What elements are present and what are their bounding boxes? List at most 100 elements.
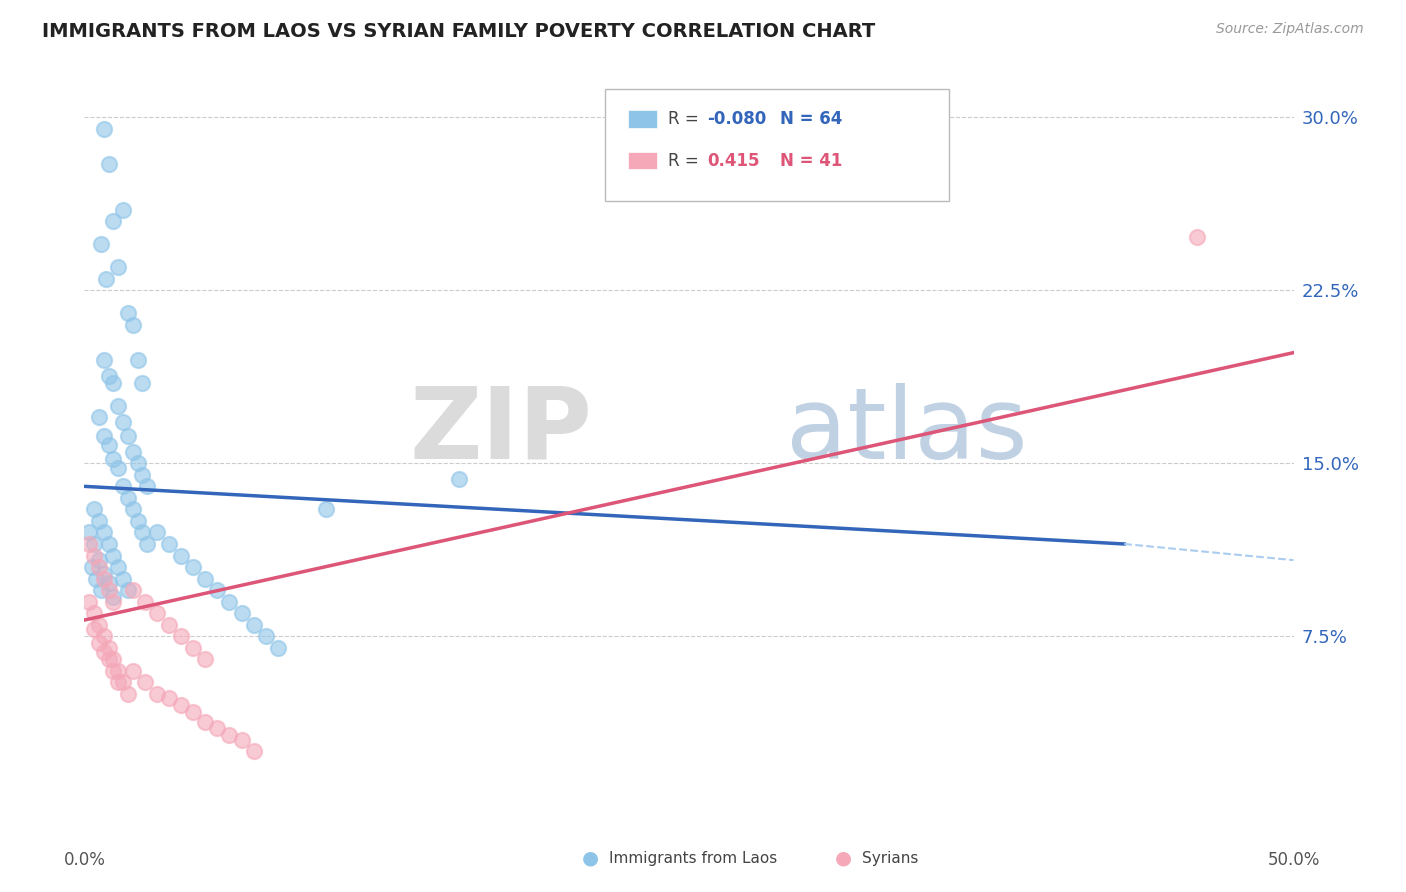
Point bbox=[94, 272, 117, 286]
Point bbox=[194, 652, 217, 666]
Point bbox=[218, 594, 240, 608]
Point bbox=[87, 560, 110, 574]
Point bbox=[121, 444, 143, 458]
Point bbox=[103, 664, 125, 678]
Point bbox=[97, 576, 120, 591]
Point bbox=[170, 698, 193, 713]
Point bbox=[77, 525, 100, 540]
Point bbox=[170, 549, 193, 563]
Point bbox=[121, 318, 143, 332]
Point bbox=[103, 451, 125, 466]
Point bbox=[107, 461, 129, 475]
Point bbox=[87, 636, 110, 650]
Point bbox=[93, 645, 115, 659]
Point bbox=[90, 237, 112, 252]
Point bbox=[131, 525, 153, 540]
Text: Immigrants from Laos: Immigrants from Laos bbox=[609, 851, 778, 865]
Point bbox=[127, 352, 149, 367]
Point bbox=[146, 606, 169, 620]
Point bbox=[194, 572, 217, 586]
Point bbox=[107, 260, 129, 275]
Text: Syrians: Syrians bbox=[862, 851, 918, 865]
Point bbox=[121, 502, 143, 516]
Point bbox=[121, 664, 143, 678]
Point bbox=[254, 629, 277, 643]
Point bbox=[97, 640, 120, 655]
Point bbox=[103, 594, 125, 608]
Point bbox=[134, 594, 156, 608]
Point bbox=[93, 572, 115, 586]
Point bbox=[157, 617, 180, 632]
Point bbox=[107, 675, 129, 690]
Point bbox=[83, 622, 105, 636]
Point bbox=[146, 687, 169, 701]
Point bbox=[103, 376, 125, 390]
Point bbox=[87, 553, 110, 567]
Point bbox=[107, 664, 129, 678]
Point bbox=[86, 572, 108, 586]
Point bbox=[131, 467, 153, 482]
Point bbox=[93, 629, 115, 643]
Point bbox=[136, 479, 159, 493]
Point bbox=[134, 675, 156, 690]
Point bbox=[103, 549, 125, 563]
Point bbox=[112, 479, 135, 493]
Text: Source: ZipAtlas.com: Source: ZipAtlas.com bbox=[1216, 22, 1364, 37]
Point bbox=[121, 583, 143, 598]
Point bbox=[107, 560, 129, 574]
Point bbox=[83, 537, 105, 551]
Point bbox=[80, 560, 103, 574]
Text: N = 64: N = 64 bbox=[780, 110, 842, 128]
Point bbox=[181, 560, 204, 574]
Point bbox=[112, 415, 135, 429]
Point bbox=[181, 640, 204, 655]
Point bbox=[218, 728, 240, 742]
Point bbox=[131, 376, 153, 390]
Text: ●: ● bbox=[835, 848, 852, 868]
Point bbox=[97, 583, 120, 598]
Point bbox=[93, 428, 115, 442]
Point bbox=[97, 537, 120, 551]
Point bbox=[93, 122, 115, 136]
Text: -0.080: -0.080 bbox=[707, 110, 766, 128]
Point bbox=[117, 583, 139, 598]
Point bbox=[449, 472, 471, 486]
Point bbox=[83, 502, 105, 516]
Point bbox=[194, 714, 217, 729]
Point bbox=[93, 352, 115, 367]
Point bbox=[90, 583, 112, 598]
Point bbox=[117, 687, 139, 701]
Point bbox=[107, 399, 129, 413]
Point bbox=[87, 617, 110, 632]
Point bbox=[83, 606, 105, 620]
Point bbox=[103, 590, 125, 604]
Point bbox=[93, 525, 115, 540]
Point bbox=[103, 214, 125, 228]
Text: atlas: atlas bbox=[786, 383, 1028, 480]
Text: IMMIGRANTS FROM LAOS VS SYRIAN FAMILY POVERTY CORRELATION CHART: IMMIGRANTS FROM LAOS VS SYRIAN FAMILY PO… bbox=[42, 22, 876, 41]
Point bbox=[112, 572, 135, 586]
Point bbox=[117, 491, 139, 505]
Point bbox=[112, 675, 135, 690]
Point bbox=[1185, 230, 1208, 244]
Text: ●: ● bbox=[582, 848, 599, 868]
Point bbox=[83, 549, 105, 563]
Text: R =: R = bbox=[668, 152, 704, 169]
Point bbox=[207, 722, 229, 736]
Point bbox=[157, 691, 180, 706]
Text: N = 41: N = 41 bbox=[780, 152, 842, 169]
Point bbox=[97, 156, 120, 170]
Text: 0.0%: 0.0% bbox=[63, 851, 105, 869]
Point bbox=[207, 583, 229, 598]
Text: 50.0%: 50.0% bbox=[1267, 851, 1320, 869]
Point bbox=[267, 640, 290, 655]
Point bbox=[231, 733, 253, 747]
Point bbox=[103, 652, 125, 666]
Point bbox=[146, 525, 169, 540]
Point bbox=[181, 706, 204, 720]
Point bbox=[242, 744, 264, 758]
Point bbox=[242, 617, 264, 632]
Point bbox=[127, 514, 149, 528]
Point bbox=[136, 537, 159, 551]
Point bbox=[117, 428, 139, 442]
